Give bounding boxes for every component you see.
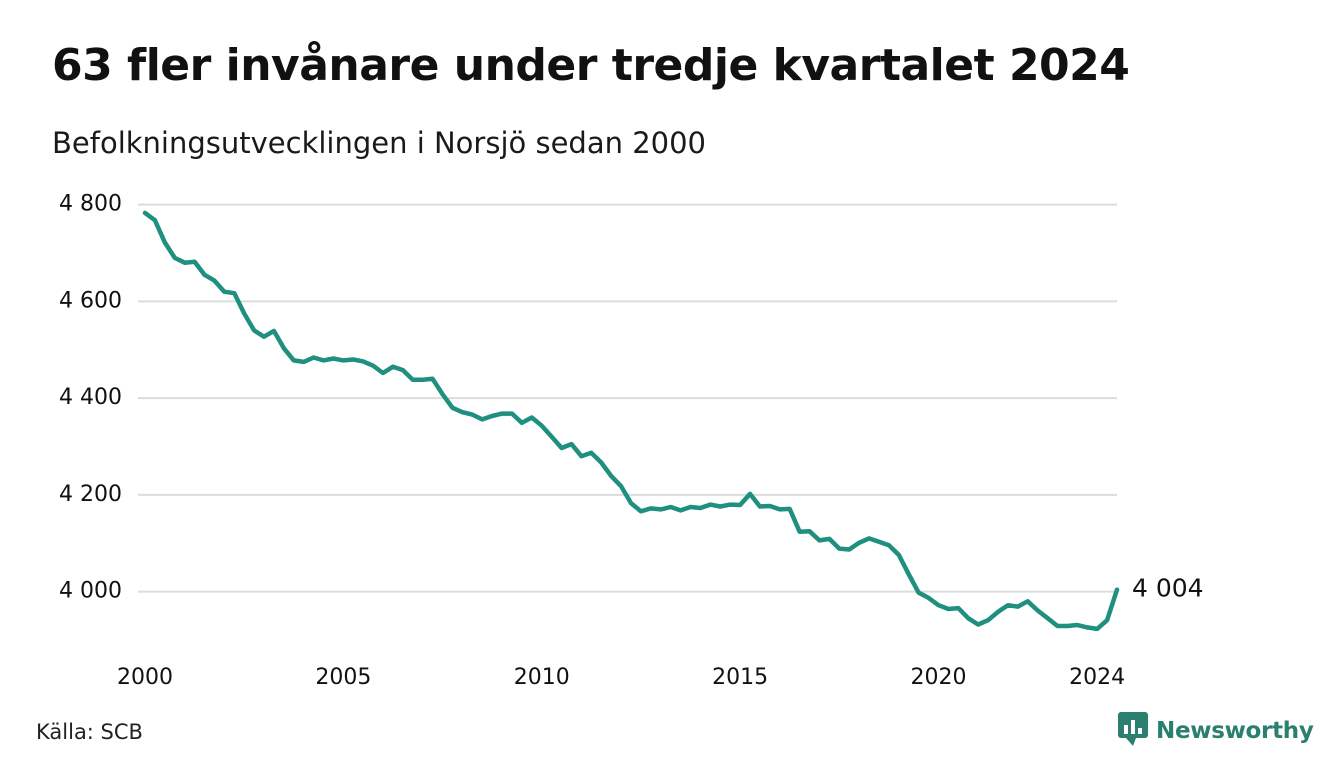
brand-logo[interactable]: Newsworthy [1118, 712, 1314, 750]
y-axis-tick-labels: 4 000 4 200 4 400 4 600 4 800 [59, 192, 122, 604]
y-tick-label: 4 400 [59, 385, 122, 410]
y-tick-label: 4 600 [59, 288, 122, 313]
series-lines [142, 210, 1120, 632]
data-points [144, 212, 1118, 629]
end-value-label: 4 004 [1132, 574, 1204, 603]
x-tick-label: 2010 [514, 665, 570, 690]
chart-title: 63 fler invånare under tredje kvartalet … [52, 40, 1130, 91]
y-tick-label: 4 000 [59, 579, 122, 604]
brand-name: Newsworthy [1156, 718, 1314, 744]
x-tick-label: 2020 [910, 665, 966, 690]
newsworthy-logo-icon [1118, 712, 1148, 750]
source-note: Källa: SCB [36, 720, 143, 744]
x-tick-label: 2005 [315, 665, 371, 690]
x-axis-tick-labels: 2000 2005 2010 2015 2020 2024 [117, 665, 1125, 690]
y-gridlines [138, 203, 1117, 593]
x-tick-label: 2015 [712, 665, 768, 690]
x-tick-label: 2000 [117, 665, 173, 690]
x-tick-label: 2024 [1069, 665, 1125, 690]
chart-subtitle: Befolkningsutvecklingen i Norsjö sedan 2… [52, 126, 707, 160]
series-line [142, 210, 1120, 632]
y-tick-label: 4 800 [59, 192, 122, 217]
y-tick-label: 4 200 [59, 482, 122, 507]
